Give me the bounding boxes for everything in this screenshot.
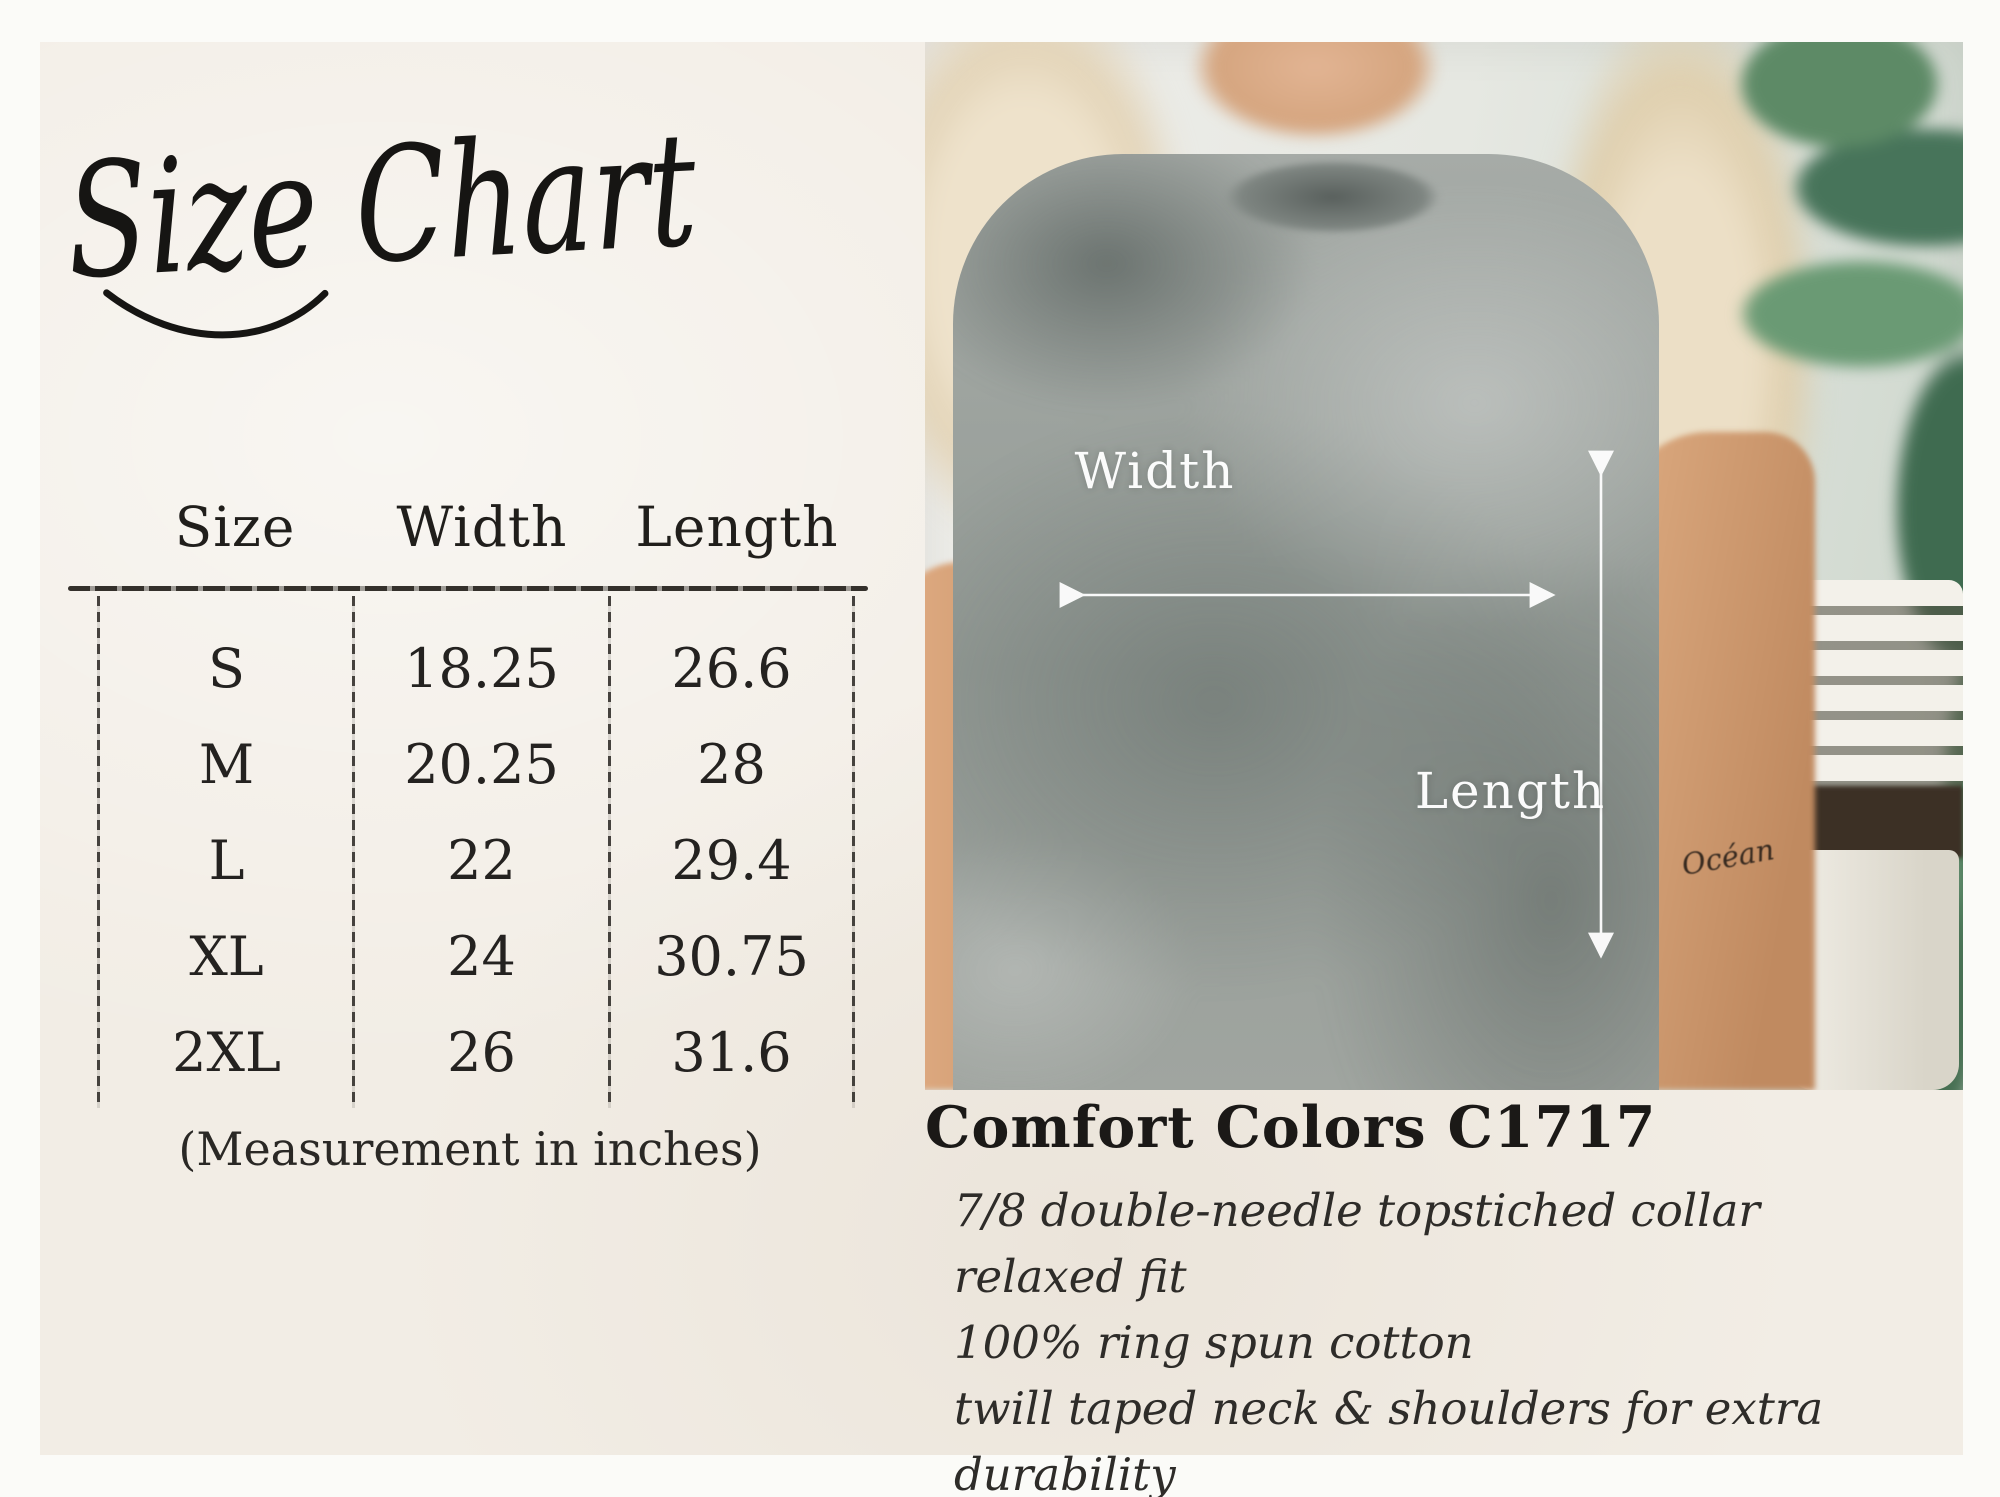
cell-size: L (208, 829, 245, 892)
tshirt-collar (1225, 160, 1440, 234)
table-row: M 20.25 28 (99, 734, 854, 796)
cell-width: 26 (447, 1021, 516, 1084)
cell-width: 20.25 (404, 733, 559, 796)
detail-line: 100% ring spun cotton (954, 1316, 1474, 1369)
measurement-note: (Measurement in inches) (178, 1122, 762, 1176)
title-script: Size Chart (52, 42, 724, 352)
product-details: 7/8 double-needle topstiched collar rela… (954, 1178, 2000, 1497)
cell-width: 22 (447, 829, 516, 892)
cell-size: S (208, 637, 245, 700)
column-header-width: Width (396, 495, 568, 559)
page-title: Size Chart (62, 98, 701, 315)
table-row: XL 24 30.75 (99, 926, 854, 988)
title-flourish (103, 289, 329, 339)
table-row: S 18.25 26.6 (99, 638, 854, 700)
cell-width: 18.25 (404, 637, 559, 700)
model-photo: Width Length Océan (925, 42, 1963, 1090)
product-name: Comfort Colors C1717 (925, 1094, 1657, 1161)
cell-size: XL (189, 925, 264, 988)
detail-line: twill taped neck & shoulders for extra d… (954, 1382, 1824, 1497)
detail-line: 7/8 double-needle topstiched collar (954, 1184, 1760, 1237)
detail-line: relaxed fit (954, 1250, 1187, 1303)
width-annotation-label: Width (1074, 442, 1236, 500)
cell-length: 29.4 (671, 829, 792, 892)
column-header-length: Length (635, 495, 839, 559)
cell-length: 31.6 (671, 1021, 792, 1084)
column-header-size: Size (174, 495, 296, 559)
cell-length: 26.6 (671, 637, 792, 700)
cell-size: M (198, 733, 255, 796)
table-divider-width-length (608, 596, 611, 1108)
table-header-rule (68, 586, 868, 591)
cell-width: 24 (447, 925, 516, 988)
table-row: 2XL 26 31.6 (99, 1022, 854, 1084)
table-border-right (852, 596, 855, 1108)
cell-length: 28 (697, 733, 766, 796)
planter-pot (1783, 580, 1963, 1090)
cell-length: 30.75 (654, 925, 809, 988)
measurement-arrows (1059, 450, 1614, 959)
table-divider-size-width (352, 596, 355, 1108)
gray-tshirt (953, 154, 1659, 1090)
table-border-left (97, 596, 100, 1108)
cell-size: 2XL (172, 1021, 281, 1084)
length-annotation-label: Length (1414, 762, 1607, 820)
white-pot (1787, 850, 1959, 1090)
shirt-heather-texture (953, 154, 1659, 1090)
table-row: L 22 29.4 (99, 830, 854, 892)
